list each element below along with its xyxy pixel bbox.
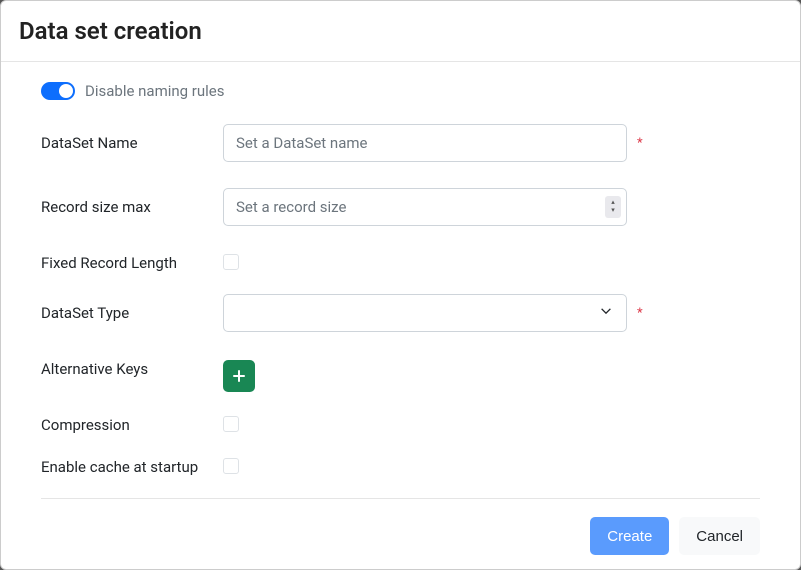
- compression-row: Compression: [41, 414, 760, 434]
- alternative-keys-row: Alternative Keys: [41, 358, 760, 392]
- modal-body: Disable naming rules DataSet Name * Reco…: [1, 62, 800, 498]
- dataset-creation-modal: Data set creation Disable naming rules D…: [0, 0, 801, 570]
- record-size-spinner-icon[interactable]: ▴▾: [605, 196, 621, 218]
- dataset-name-label: DataSet Name: [41, 134, 223, 152]
- plus-icon: [231, 368, 247, 384]
- dataset-name-row: DataSet Name *: [41, 124, 760, 162]
- enable-cache-row: Enable cache at startup: [41, 456, 760, 476]
- compression-checkbox[interactable]: [223, 416, 239, 432]
- record-size-max-row: Record size max ▴▾: [41, 188, 760, 226]
- disable-naming-rules-toggle[interactable]: [41, 82, 75, 100]
- disable-naming-rules-label: Disable naming rules: [85, 82, 225, 100]
- dataset-type-select[interactable]: [223, 294, 627, 332]
- modal-header: Data set creation: [1, 1, 800, 62]
- record-size-max-wrap: ▴▾: [223, 188, 627, 226]
- alternative-keys-label: Alternative Keys: [41, 360, 223, 378]
- fixed-record-length-checkbox[interactable]: [223, 254, 239, 270]
- dataset-name-wrap: [223, 124, 627, 162]
- record-size-max-label: Record size max: [41, 198, 223, 216]
- cancel-button[interactable]: Cancel: [679, 517, 760, 555]
- dataset-type-row: DataSet Type *: [41, 294, 760, 332]
- disable-naming-rules-row: Disable naming rules: [41, 82, 760, 100]
- create-button[interactable]: Create: [590, 517, 669, 555]
- compression-label: Compression: [41, 416, 223, 434]
- modal-title: Data set creation: [19, 17, 782, 45]
- dataset-type-wrap: [223, 294, 627, 332]
- add-alternative-key-button[interactable]: [223, 360, 255, 392]
- fixed-record-length-label: Fixed Record Length: [41, 254, 223, 272]
- fixed-record-length-row: Fixed Record Length: [41, 252, 760, 272]
- enable-cache-checkbox[interactable]: [223, 458, 239, 474]
- dataset-name-required-marker: *: [637, 136, 643, 151]
- enable-cache-label: Enable cache at startup: [41, 458, 223, 476]
- dataset-type-required-marker: *: [637, 306, 643, 321]
- record-size-max-input[interactable]: [223, 188, 627, 226]
- modal-footer: Create Cancel: [41, 498, 760, 570]
- dataset-name-input[interactable]: [223, 124, 627, 162]
- dataset-type-label: DataSet Type: [41, 304, 223, 322]
